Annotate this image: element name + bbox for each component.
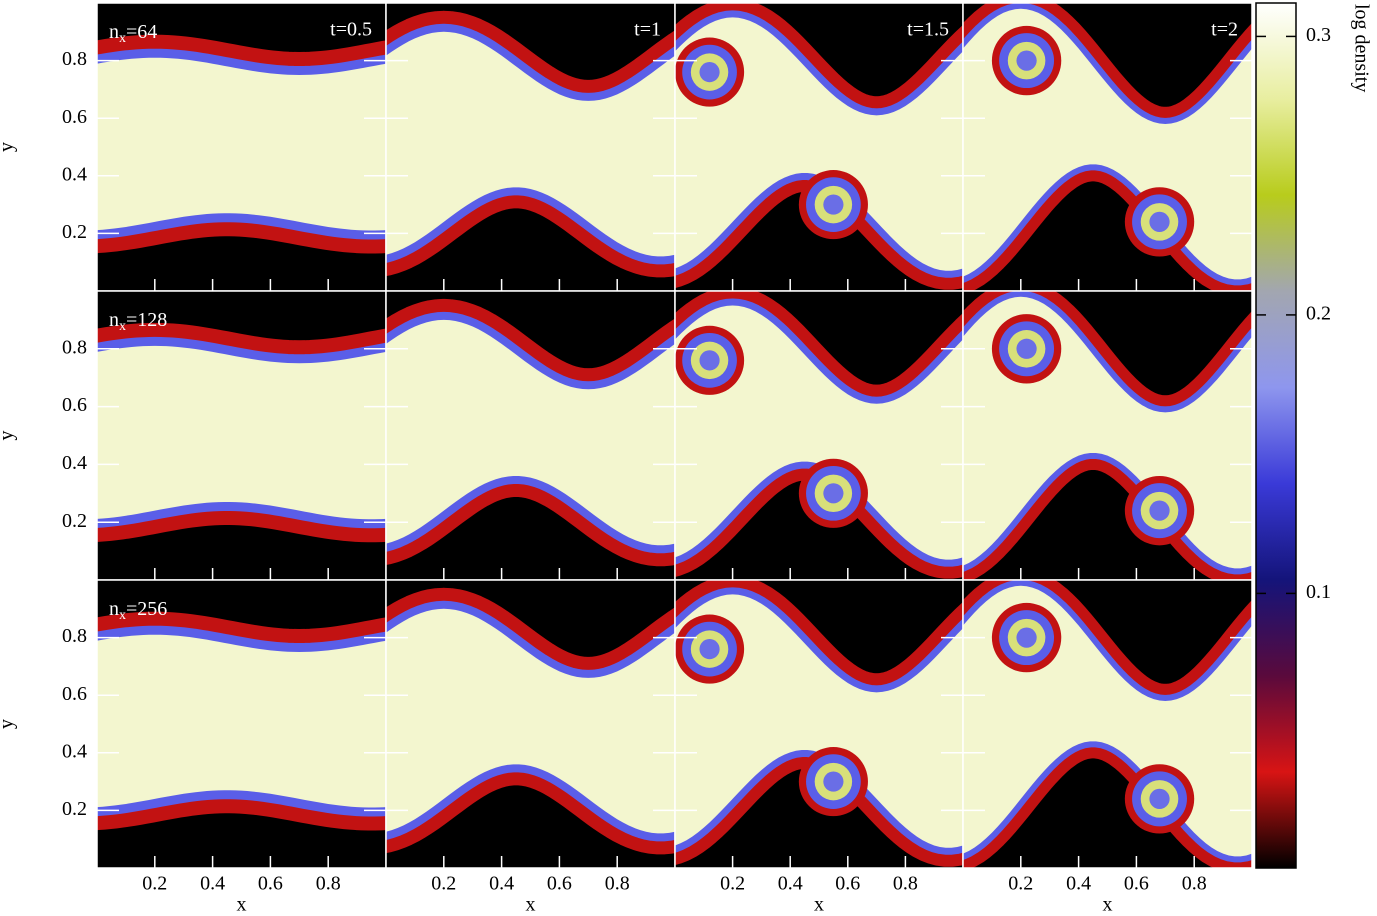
panel-frame xyxy=(962,579,1253,869)
x-tick-label: 0.6 xyxy=(835,873,860,895)
panel xyxy=(97,580,386,868)
x-axis-label: x xyxy=(526,894,536,916)
x-tick-label: 0.2 xyxy=(142,873,167,895)
mid-layer xyxy=(386,600,675,842)
panel xyxy=(97,3,386,291)
vortex-eye xyxy=(823,771,844,792)
x-tick-label: 0.6 xyxy=(258,873,283,895)
resolution-label: nx=64 xyxy=(109,21,157,47)
x-axis-label: x xyxy=(1103,894,1113,916)
panel xyxy=(97,291,386,580)
colorbar-tick-label: 0.2 xyxy=(1306,303,1331,325)
vortex-eye xyxy=(1016,338,1037,359)
vortex-eye xyxy=(1149,211,1170,232)
label-sub: x xyxy=(119,608,126,623)
x-tick-label: 0.2 xyxy=(720,873,745,895)
resolution-label: nx=128 xyxy=(109,309,167,335)
inner-layer xyxy=(97,345,386,520)
y-tick-label: 0.8 xyxy=(62,336,87,358)
inner-layer xyxy=(675,594,963,848)
x-tick-label: 0.4 xyxy=(489,873,514,895)
inner-layer xyxy=(386,31,675,257)
x-tick-label: 0.2 xyxy=(1008,873,1033,895)
inner-layer xyxy=(97,634,386,808)
label-base: n xyxy=(109,598,119,620)
time-label: t=1.5 xyxy=(907,19,949,41)
time-label: t=0.5 xyxy=(330,19,372,41)
vortex-eye xyxy=(1016,50,1037,71)
x-tick-label: 0.2 xyxy=(431,873,456,895)
panel xyxy=(386,291,675,580)
x-tick-label: 0.6 xyxy=(547,873,572,895)
mid-layer xyxy=(97,48,386,240)
y-axis-label: y xyxy=(0,142,18,152)
panel xyxy=(963,3,1252,291)
y-tick-label: 0.4 xyxy=(62,163,87,185)
y-tick-label: 0.8 xyxy=(62,625,87,647)
y-tick-label: 0.2 xyxy=(62,221,87,243)
label-base: n xyxy=(109,21,119,43)
label-eq: =256 xyxy=(126,598,167,620)
inner-layer xyxy=(386,608,675,834)
inner-layer xyxy=(675,17,963,271)
time-label: t=2 xyxy=(1211,19,1238,41)
label-sub: x xyxy=(119,319,126,334)
x-tick-label: 0.4 xyxy=(200,873,225,895)
vortex-eye xyxy=(1149,788,1170,809)
vortex-eye xyxy=(823,483,844,504)
vortex-eye xyxy=(699,350,720,371)
vortex-eye xyxy=(1149,500,1170,521)
panel xyxy=(675,291,963,580)
y-tick-label: 0.6 xyxy=(62,394,87,416)
inner-layer xyxy=(675,305,963,560)
y-tick-label: 0.2 xyxy=(62,510,87,532)
panel xyxy=(963,291,1252,580)
colorbar-label: log density xyxy=(1350,4,1372,92)
y-tick-label: 0.6 xyxy=(62,106,87,128)
vortex-eye xyxy=(699,639,720,660)
x-tick-label: 0.6 xyxy=(1124,873,1149,895)
mid-layer xyxy=(963,3,1252,286)
x-tick-label: 0.8 xyxy=(316,873,341,895)
x-tick-label: 0.8 xyxy=(893,873,918,895)
y-tick-label: 0.8 xyxy=(62,48,87,70)
y-tick-label: 0.4 xyxy=(62,740,87,762)
y-tick-label: 0.4 xyxy=(62,452,87,474)
panel xyxy=(675,580,963,868)
mid-layer xyxy=(386,311,675,554)
vortex-eye xyxy=(699,62,720,83)
inner-layer xyxy=(97,57,386,231)
y-tick-label: 0.6 xyxy=(62,683,87,705)
panel xyxy=(963,580,1252,868)
x-tick-label: 0.8 xyxy=(605,873,630,895)
y-axis-label: y xyxy=(0,719,18,729)
colorbar-tick-label: 0.3 xyxy=(1306,24,1331,46)
y-tick-label: 0.2 xyxy=(62,798,87,820)
panel xyxy=(675,3,963,291)
y-axis-label: y xyxy=(0,431,18,441)
x-tick-label: 0.4 xyxy=(778,873,803,895)
vortex-eye xyxy=(823,194,844,215)
time-label: t=1 xyxy=(634,19,661,41)
x-tick-label: 0.4 xyxy=(1066,873,1091,895)
colorbar-tick-label: 0.1 xyxy=(1306,581,1331,603)
inner-layer xyxy=(386,319,675,546)
vortex-eye xyxy=(1016,627,1037,648)
x-axis-label: x xyxy=(237,894,247,916)
label-eq: =128 xyxy=(126,309,167,331)
label-eq: =64 xyxy=(126,21,157,43)
panel xyxy=(386,580,675,868)
label-base: n xyxy=(109,309,119,331)
panel xyxy=(386,3,675,291)
resolution-label: nx=256 xyxy=(109,598,167,624)
label-sub: x xyxy=(119,31,126,46)
colorbar xyxy=(1255,2,1297,869)
x-axis-label: x xyxy=(814,894,824,916)
x-tick-label: 0.8 xyxy=(1182,873,1207,895)
